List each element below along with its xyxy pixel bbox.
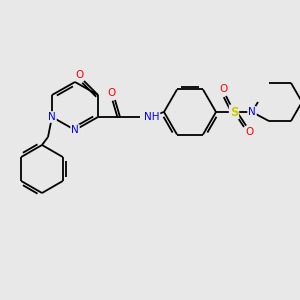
Text: N: N [248,107,256,117]
Text: O: O [75,70,83,80]
Text: N: N [48,112,56,122]
Text: O: O [220,84,228,94]
Text: NH: NH [144,112,160,122]
Text: N: N [71,125,79,135]
Text: S: S [230,106,238,118]
Text: O: O [246,127,254,137]
Text: O: O [107,88,115,98]
